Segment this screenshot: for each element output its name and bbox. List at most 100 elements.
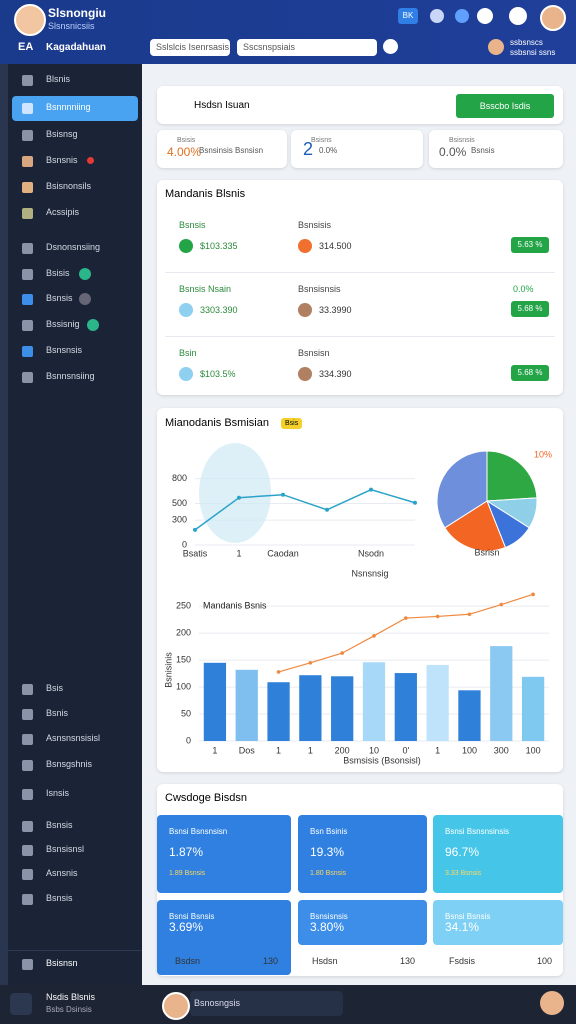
metric-card: Bsnsi Bsnsis 34.1%: [433, 900, 563, 945]
search-text: Sslslcis Isenrsasis: [156, 42, 230, 52]
nav-item: Bsnsnis: [46, 155, 78, 165]
app-name: Kagadahuan: [46, 42, 107, 53]
search-a[interactable]: Sslslcis Isenrsasis: [150, 39, 230, 56]
metric-value: 1.87%: [169, 845, 204, 859]
logo: EA: [18, 41, 34, 53]
nav-icon: [22, 75, 33, 86]
stat-card: Bsisis 4.00% Bsnsinsis Bsnsisn: [157, 130, 287, 168]
nav-item: Bsis: [46, 683, 64, 693]
x-tick-label: 1: [276, 745, 281, 755]
nav-icon: [22, 959, 33, 970]
nav-badge: [79, 293, 91, 305]
bar: [490, 646, 513, 741]
y-tick-label: 200: [176, 628, 191, 638]
point: [237, 495, 241, 500]
nav-icon: [22, 684, 33, 695]
row-icon: [298, 239, 312, 253]
point: [369, 487, 373, 492]
avatar[interactable]: [162, 992, 190, 1020]
bottom-search[interactable]: Bsnosngsis: [190, 991, 343, 1016]
row-badge: 5.63 %: [511, 237, 549, 253]
divider: [165, 336, 555, 337]
cards-panel: Cwsdoge Bisdsn Bsnsi Bsnsnsisn 1.87% 1.89 …: [157, 784, 563, 976]
header-subtitle: Slsnsnicsiis: [48, 21, 95, 31]
nav-icon: [22, 320, 33, 331]
row-label: Bsnsis Nsain: [179, 284, 232, 294]
chart-title: Mandanis Bsnis: [203, 600, 267, 610]
sidebar-footer: [8, 950, 142, 981]
nav-icon: [22, 156, 33, 167]
stat-label: Bsisis: [177, 137, 196, 144]
icon[interactable]: [430, 9, 444, 23]
x-tick-label: Dos: [239, 745, 256, 755]
bar: [299, 675, 322, 741]
pie-slice: [436, 450, 488, 529]
avatar[interactable]: [488, 39, 504, 55]
nav-item: Asnsnsnsisisl: [46, 733, 101, 743]
bar: [267, 682, 290, 741]
metric-value: 3.69%: [169, 920, 204, 934]
nav-icon: [22, 243, 33, 254]
icon[interactable]: [10, 993, 32, 1015]
stat-card: Bsisns 2 0.0%: [291, 130, 423, 168]
nav-dot: [87, 157, 94, 164]
nav-item: Bsnsisnsl: [46, 844, 85, 854]
x-tick-label: 1: [435, 745, 440, 755]
bar: [203, 662, 227, 741]
icon[interactable]: [477, 8, 493, 24]
metric-sub: 1.80 Bsnsis: [310, 870, 347, 877]
nav-icon: [22, 734, 33, 745]
metric-title: Bsnsisnsis: [310, 912, 348, 921]
bottom-role: Bsbs Dsinsis: [46, 1005, 92, 1014]
row-icon: [179, 367, 193, 381]
header-title: Slsnongiu: [48, 6, 106, 20]
point: [325, 507, 329, 512]
icon[interactable]: [455, 9, 469, 23]
nav-item: Bsnsnsis: [46, 345, 83, 355]
nav-item: Bsisnsg: [46, 129, 78, 139]
search-b[interactable]: Sscsnspsiais: [237, 39, 377, 56]
footer-value: 130: [263, 956, 279, 966]
bar: [426, 664, 449, 741]
user-role: ssbsnsi ssns: [510, 48, 556, 57]
stat-card: Bsisnsis 0.0% Bsnsis: [429, 130, 563, 168]
y-tick-label: 150: [176, 654, 191, 664]
nav-icon: [22, 208, 33, 219]
nav-item: Bssisnig: [46, 319, 80, 329]
active-item: [12, 96, 138, 121]
icon[interactable]: [509, 7, 527, 25]
x-tick-label: 100: [526, 745, 541, 755]
icon[interactable]: [383, 39, 398, 54]
row-icon: [298, 367, 312, 381]
stat-extra: 0.0%: [319, 146, 338, 155]
avatar[interactable]: [14, 4, 46, 36]
primary-button[interactable]: Bsscbo Isdis: [456, 94, 554, 118]
search-text: Bsnosngsis: [194, 998, 241, 1008]
nav-item: Bsisis: [46, 268, 70, 278]
y-axis-label: Bsnisinis: [163, 652, 173, 688]
nav-item: Blsnis: [46, 74, 71, 84]
row-icon: [298, 303, 312, 317]
x-tick-label: 1: [236, 548, 241, 558]
x-tick-label: 200: [335, 745, 350, 755]
x-tick-label: Bsatis: [183, 548, 208, 558]
avatar[interactable]: [540, 991, 564, 1015]
y-tick-label: 500: [172, 498, 187, 508]
chart-panel: Mianodanis Bsmisian Bsis 0 300 500 800 Bsati…: [157, 408, 563, 772]
badge[interactable]: BK: [398, 8, 418, 24]
y-tick-label: 0: [182, 539, 187, 549]
bar: [521, 676, 545, 741]
tag: Bsis: [281, 418, 303, 429]
list-panel: Mandanis Blsnis Bsnsis $103.335 Bsnsisis 31…: [157, 180, 563, 395]
metric-title: Bsn Bsinis: [310, 827, 348, 836]
nav-icon: [22, 372, 33, 383]
stat-value: 2: [303, 139, 314, 159]
nav-icon: [22, 294, 33, 305]
bar: [458, 690, 481, 741]
row-icon: [179, 239, 193, 253]
panel-title: Cwsdoge Bisdsn: [165, 792, 247, 804]
row-value: 3303.390: [200, 305, 238, 315]
avatar[interactable]: [540, 5, 566, 31]
